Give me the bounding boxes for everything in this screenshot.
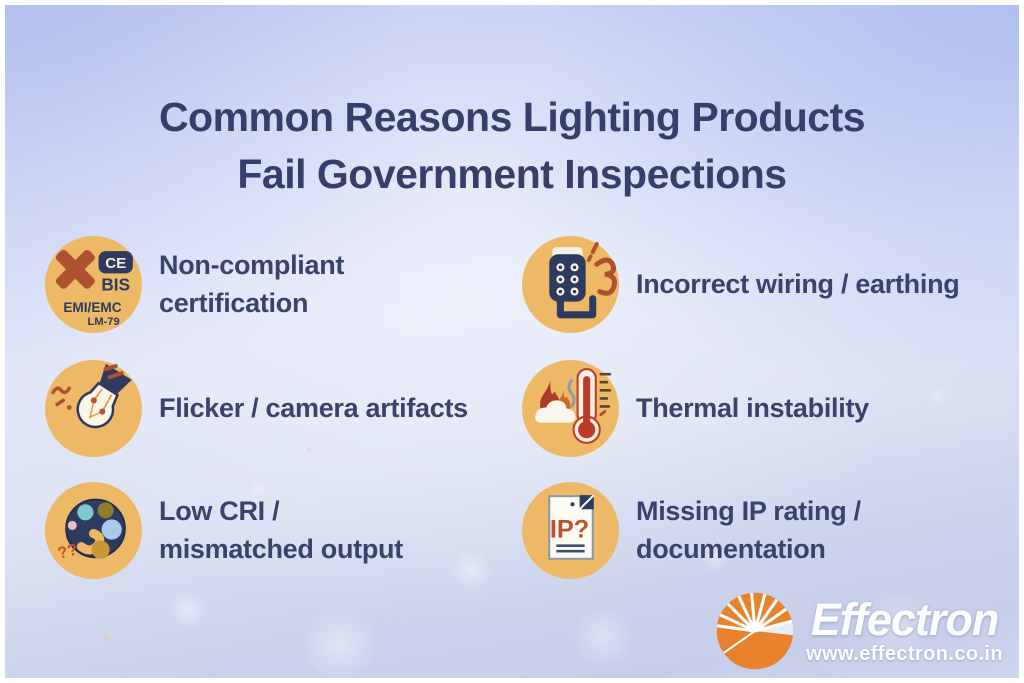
title-line-2: Fail Government Inspections [237, 150, 787, 197]
certification-badges-icon: CE BIS EMI/EMC LM-79 [45, 236, 142, 333]
item-missing-ip-rating: IP? Missing IP rating / documentation [522, 482, 861, 579]
item-flicker-camera-artifacts: Flicker / camera artifacts [45, 360, 468, 457]
svg-text:IP?: IP? [550, 516, 589, 544]
svg-text:LM-79: LM-79 [88, 316, 120, 328]
item-label: Thermal instability [636, 392, 869, 423]
item-incorrect-wiring-earthing: Incorrect wiring / earthing [522, 236, 960, 333]
thermometer-flame-icon [522, 360, 619, 457]
brand-logo: Effectron www.effectron.co.in [712, 590, 1003, 672]
item-thermal-instability: Thermal instability [522, 360, 869, 457]
ip-document-icon: IP? [522, 482, 619, 579]
page-title: Common Reasons Lighting Products Fail Go… [5, 89, 1019, 202]
logo-text: Effectron www.effectron.co.in [806, 596, 1003, 666]
color-palette-icon: ?? [45, 482, 142, 579]
item-non-compliant-certification: CE BIS EMI/EMC LM-79 Non-compliant certi… [45, 236, 344, 333]
svg-text:??: ?? [56, 540, 80, 562]
flickering-bulb-icon [45, 360, 142, 457]
svg-text:BIS: BIS [101, 275, 130, 295]
item-low-cri-mismatched-output: ?? Low CRI / mismatched output [45, 482, 403, 579]
effectron-sun-icon [712, 590, 798, 672]
svg-text:CE: CE [105, 255, 126, 272]
brand-website: www.effectron.co.in [806, 643, 1003, 666]
wiring-terminal-icon [522, 236, 619, 333]
item-label: Low CRI / mismatched output [159, 495, 403, 564]
item-label: Incorrect wiring / earthing [636, 268, 960, 299]
svg-text:EMI/EMC: EMI/EMC [63, 300, 121, 315]
brand-name: Effectron [810, 593, 1000, 645]
title-line-1: Common Reasons Lighting Products [158, 94, 866, 140]
item-label: Flicker / camera artifacts [159, 392, 468, 423]
item-label: Non-compliant certification [159, 249, 345, 318]
item-label: Missing IP rating / documentation [636, 495, 861, 564]
